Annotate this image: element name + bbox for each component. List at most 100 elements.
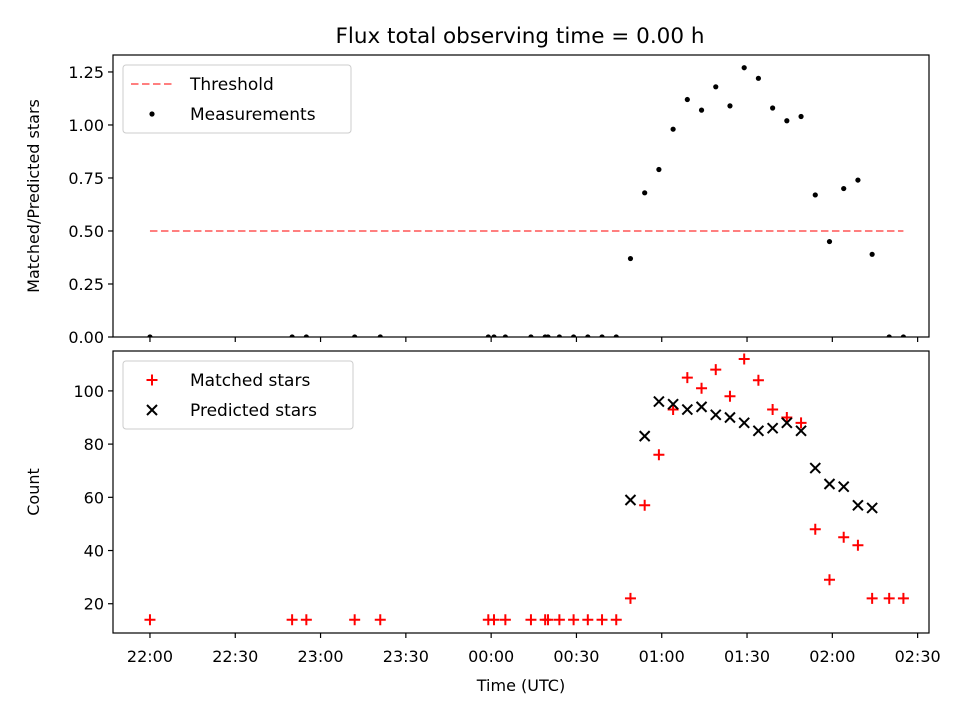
data-point: [289, 334, 295, 337]
data-point: [755, 75, 762, 81]
plot-area: [144, 353, 909, 626]
x-tick-label: 22:00: [127, 647, 173, 666]
data-point: [883, 592, 895, 604]
data-point: [823, 478, 836, 490]
data-point: [352, 334, 358, 337]
data-point: [869, 251, 875, 257]
data-point: [741, 65, 747, 71]
series-predicted-stars: [624, 395, 878, 514]
data-point: [698, 107, 705, 113]
top-axes: 0.00 0.25 0.50 0.75 1.00 1.25 Matched/Predicte…: [24, 54, 930, 347]
data-point: [525, 614, 537, 626]
data-point: [727, 103, 733, 109]
data-point: [770, 105, 776, 111]
legend-swatch: [149, 111, 155, 117]
legend-label: Threshold: [189, 75, 274, 95]
data-point: [837, 480, 850, 493]
data-point: [812, 192, 818, 198]
bottom-axes: 20 40 60 80 100 22:00 22:30 23:00 23:30 00:00 00:3…: [24, 350, 941, 695]
x-tick-label: 23:00: [297, 647, 343, 666]
y-tick-label: 100: [73, 382, 104, 401]
data-point: [349, 614, 361, 626]
x-tick-label: 22:30: [212, 647, 258, 666]
data-point: [542, 614, 554, 626]
data-point: [795, 417, 807, 429]
data-point: [684, 96, 690, 103]
data-point: [696, 382, 708, 394]
x-axis-label: Time (UTC): [476, 676, 565, 695]
data-point: [852, 499, 864, 512]
x-tick-label: 02:30: [895, 647, 941, 666]
y-tick-label: 1.00: [68, 116, 104, 135]
data-point: [571, 334, 577, 337]
legend-swatch: [146, 404, 158, 416]
data-point: [147, 334, 153, 337]
data-point: [695, 401, 708, 413]
legend: Threshold Measurements: [122, 64, 352, 134]
data-point: [823, 574, 835, 586]
data-point: [528, 334, 534, 337]
data-point: [710, 364, 722, 376]
y-axis-label: Count: [24, 468, 43, 516]
data-point: [681, 372, 693, 384]
data-point: [144, 614, 156, 626]
data-point: [866, 502, 878, 514]
data-point: [568, 614, 580, 626]
data-point: [627, 255, 634, 262]
series-measurements: [147, 65, 907, 337]
data-point: [670, 126, 676, 132]
data-point: [866, 592, 878, 604]
data-point: [599, 334, 605, 337]
y-tick-label: 40: [84, 542, 104, 561]
x-tick-label: 00:30: [553, 647, 599, 666]
data-point: [638, 430, 651, 442]
data-point: [610, 614, 622, 626]
plot-area: [147, 65, 907, 337]
y-tick-label: 80: [84, 435, 104, 454]
data-point: [556, 334, 562, 337]
data-point: [553, 614, 565, 626]
axes-frame: [112, 54, 930, 338]
data-point: [653, 449, 665, 461]
data-point: [855, 177, 861, 183]
data-point: [585, 334, 591, 337]
legend: Matched stars Predicted stars: [122, 360, 354, 430]
data-point: [752, 425, 765, 437]
data-point: [826, 238, 833, 245]
legend-swatch: [146, 374, 158, 386]
data-point: [624, 592, 636, 604]
y-tick-label: 0.25: [68, 275, 104, 294]
data-point: [738, 417, 750, 429]
data-point: [485, 334, 491, 337]
y-tick-label: 0.75: [68, 169, 104, 188]
data-point: [656, 166, 662, 173]
data-point: [681, 403, 694, 416]
data-point: [781, 412, 793, 424]
series-matched-stars: [144, 353, 909, 626]
data-point: [738, 353, 750, 365]
data-point: [795, 425, 807, 437]
legend-box: [122, 64, 352, 134]
data-point: [767, 404, 779, 416]
data-point: [897, 592, 909, 604]
data-point: [724, 390, 736, 402]
x-tick-label: 01:00: [639, 647, 685, 666]
data-point: [886, 334, 892, 337]
y-tick-label: 0.00: [68, 328, 104, 347]
axes-frame: [112, 350, 930, 634]
data-point: [639, 499, 651, 511]
legend-label: Matched stars: [190, 371, 310, 391]
data-point: [613, 334, 619, 337]
data-point: [653, 395, 665, 408]
data-point: [752, 374, 764, 386]
data-point: [491, 334, 497, 337]
data-point: [841, 185, 847, 192]
y-tick-label: 1.25: [68, 63, 104, 82]
data-point: [303, 334, 309, 337]
data-point: [667, 398, 679, 410]
data-point: [582, 614, 594, 626]
y-axis-label: Matched/Predicted stars: [24, 99, 43, 293]
legend-label: Predicted stars: [190, 401, 317, 421]
figure-title: Flux total observing time = 0.00 h: [336, 24, 705, 49]
